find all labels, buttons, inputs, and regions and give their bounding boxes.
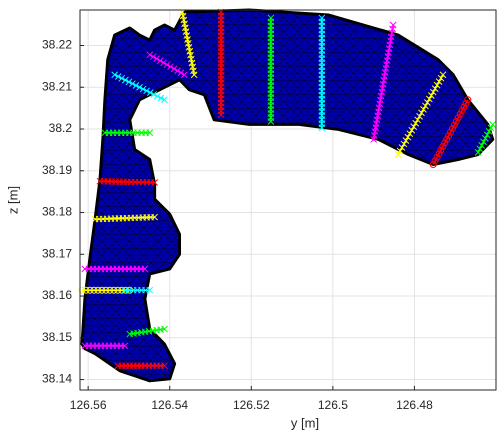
y-tick-label: 38.21 xyxy=(42,79,72,93)
x-tick-label: 126.56 xyxy=(70,398,107,412)
y-tick-label: 38.22 xyxy=(42,38,72,52)
y-tick-label: 38.17 xyxy=(42,246,72,260)
x-tick-label: 126.48 xyxy=(396,398,433,412)
y-tick-label: 38.18 xyxy=(42,205,72,219)
y-tick-label: 38.2 xyxy=(49,121,73,135)
x-axis-label: y [m] xyxy=(291,415,319,430)
y-tick-label: 38.15 xyxy=(42,330,72,344)
x-tick-label: 126.54 xyxy=(151,398,188,412)
chart: y [m] z [m] 126.56 126.54 126.52 126.5 126.4… xyxy=(0,0,497,431)
x-tick-label: 126.52 xyxy=(233,398,270,412)
y-tick-label: 38.19 xyxy=(42,163,72,177)
x-tick-label: 126.5 xyxy=(318,398,348,412)
y-axis-label: z [m] xyxy=(5,186,20,214)
y-tick-label: 38.14 xyxy=(42,372,72,386)
y-tick-label: 38.16 xyxy=(42,288,72,302)
